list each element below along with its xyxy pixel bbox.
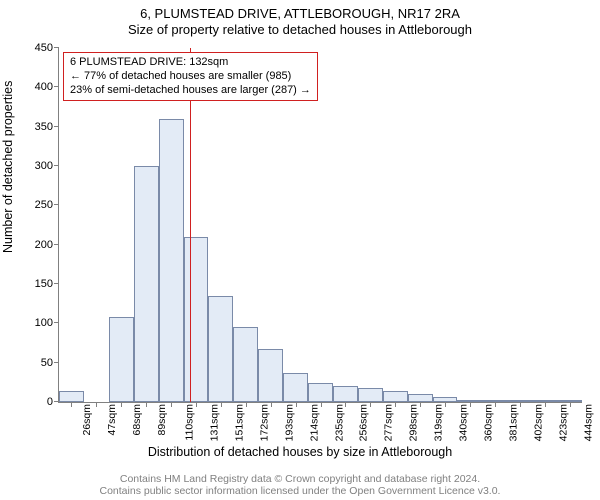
x-tick-label: 360sqm [483,404,495,441]
y-tick-label: 400 [17,81,53,93]
histogram-bar [159,119,184,402]
histogram-bar [109,317,134,402]
x-tick-label: 89sqm [156,404,168,436]
x-tick-label: 47sqm [106,404,118,436]
x-tick-mark [420,402,421,407]
x-tick-mark [445,402,446,407]
footer-line-1: Contains HM Land Registry data © Crown c… [0,473,600,486]
x-tick-label: 193sqm [283,404,295,441]
x-tick-label: 256sqm [358,404,370,441]
x-tick-mark [71,402,72,407]
footer-attribution: Contains HM Land Registry data © Crown c… [0,473,600,498]
histogram-bar [308,383,333,402]
y-tick-mark [54,204,59,205]
histogram-bar [208,296,233,402]
y-tick-mark [54,165,59,166]
x-tick-mark [196,402,197,407]
x-tick-label: 68sqm [131,404,143,436]
y-tick-label: 150 [17,278,53,290]
y-tick-mark [54,126,59,127]
x-tick-label: 298sqm [408,404,420,441]
x-tick-mark [370,402,371,407]
x-tick-mark [271,402,272,407]
histogram-bar [358,388,383,402]
x-tick-label: 423sqm [557,404,569,441]
x-tick-label: 214sqm [308,404,320,441]
x-tick-mark [221,402,222,407]
annotation-line-1: 6 PLUMSTEAD DRIVE: 132sqm [70,56,311,70]
x-tick-label: 172sqm [258,404,270,441]
histogram-bar [59,391,84,402]
x-tick-label: 444sqm [582,404,594,441]
annotation-line-3: 23% of semi-detached houses are larger (… [70,84,311,98]
x-tick-mark [495,402,496,407]
x-tick-label: 381sqm [508,404,520,441]
x-tick-mark [520,402,521,407]
x-tick-label: 402sqm [532,404,544,441]
x-tick-label: 26sqm [81,404,93,436]
x-tick-mark [545,402,546,407]
y-tick-mark [54,244,59,245]
histogram-bar [258,349,283,402]
y-axis-label: Number of detached properties [1,80,15,252]
y-tick-mark [54,283,59,284]
y-tick-mark [54,47,59,48]
histogram-bar [283,373,308,402]
chart-container: Number of detached properties 0501001502… [0,40,600,465]
y-tick-label: 250 [17,199,53,211]
plot-area: 05010015020025030035040045026sqm47sqm68s… [58,48,582,403]
histogram-bar [184,237,209,402]
x-tick-mark [146,402,147,407]
chart-header: 6, PLUMSTEAD DRIVE, ATTLEBOROUGH, NR17 2… [0,0,600,39]
x-tick-mark [570,402,571,407]
y-tick-mark [54,86,59,87]
x-tick-mark [345,402,346,407]
x-tick-mark [395,402,396,407]
x-tick-mark [96,402,97,407]
x-tick-mark [321,402,322,407]
annotation-box: 6 PLUMSTEAD DRIVE: 132sqm ← 77% of detac… [63,52,318,101]
x-tick-label: 131sqm [209,404,221,441]
x-tick-mark [470,402,471,407]
y-tick-label: 50 [17,357,53,369]
x-tick-label: 151sqm [234,404,246,441]
histogram-bar [383,391,408,402]
y-tick-label: 100 [17,317,53,329]
histogram-bar [333,386,358,402]
chart-title-subtitle: Size of property relative to detached ho… [0,22,600,38]
y-tick-label: 350 [17,121,53,133]
y-tick-label: 200 [17,239,53,251]
y-tick-label: 450 [17,42,53,54]
x-tick-label: 340sqm [458,404,470,441]
x-tick-label: 277sqm [383,404,395,441]
x-tick-mark [121,402,122,407]
histogram-bar [408,394,433,402]
x-tick-label: 110sqm [183,404,195,441]
y-tick-mark [54,362,59,363]
y-tick-mark [54,322,59,323]
annotation-line-2: ← 77% of detached houses are smaller (98… [70,70,311,84]
x-tick-label: 235sqm [333,404,345,441]
chart-title-address: 6, PLUMSTEAD DRIVE, ATTLEBOROUGH, NR17 2… [0,6,600,22]
y-tick-label: 0 [17,396,53,408]
x-tick-mark [246,402,247,407]
x-axis-label: Distribution of detached houses by size … [0,445,600,459]
footer-line-2: Contains public sector information licen… [0,485,600,498]
x-tick-mark [296,402,297,407]
x-tick-label: 319sqm [433,404,445,441]
histogram-bar [233,327,258,402]
x-tick-mark [171,402,172,407]
y-tick-label: 300 [17,160,53,172]
histogram-bar [134,166,159,402]
